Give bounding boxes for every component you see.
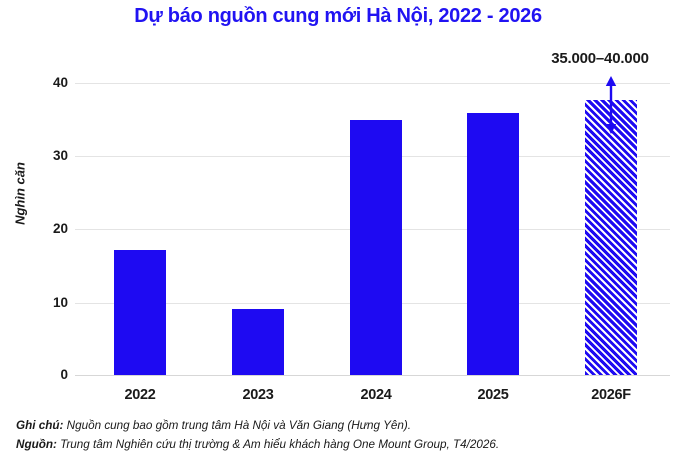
x-tick-2022: 2022: [124, 387, 156, 403]
x-tick-2025: 2025: [477, 387, 509, 403]
y-axis-label: Nghìn căn: [12, 162, 28, 225]
footnote-text: Nguồn cung bao gồm trung tâm Hà Nội và V…: [63, 419, 412, 432]
y-tick-20: 20: [52, 221, 68, 236]
bar-2023: [231, 309, 284, 375]
x-axis-line: [75, 375, 670, 376]
range-arrow-icon: [605, 76, 617, 134]
chart-title: Dự báo nguồn cung mới Hà Nội, 2022 - 202…: [134, 5, 542, 27]
y-tick-30: 30: [52, 148, 68, 163]
source-line: Nguồn: Trung tâm Nghiên cứu thị trường &…: [16, 438, 666, 451]
x-tick-2023: 2023: [242, 387, 274, 403]
forecast-range-label: 35.000–40.000: [551, 50, 649, 67]
y-tick-0: 0: [60, 367, 68, 382]
source-label: Nguồn:: [16, 438, 57, 451]
footnote-label: Ghi chú:: [16, 419, 64, 432]
y-tick-40: 40: [52, 75, 68, 90]
bar-2025: [467, 112, 520, 375]
footnote-line: Ghi chú: Nguồn cung bao gồm trung tâm Hà…: [16, 419, 666, 432]
bar-2022: [114, 250, 166, 375]
bar-2024: [349, 120, 402, 375]
bar-2026F: [585, 100, 637, 375]
y-tick-10: 10: [52, 295, 68, 310]
source-text: Trung tâm Nghiên cứu thị trường & Am hiể…: [56, 438, 500, 451]
gridline-40: [75, 83, 670, 84]
plot-area: [75, 83, 670, 376]
x-tick-2024: 2024: [360, 387, 392, 403]
x-tick-2026f: 2026F: [591, 387, 631, 403]
